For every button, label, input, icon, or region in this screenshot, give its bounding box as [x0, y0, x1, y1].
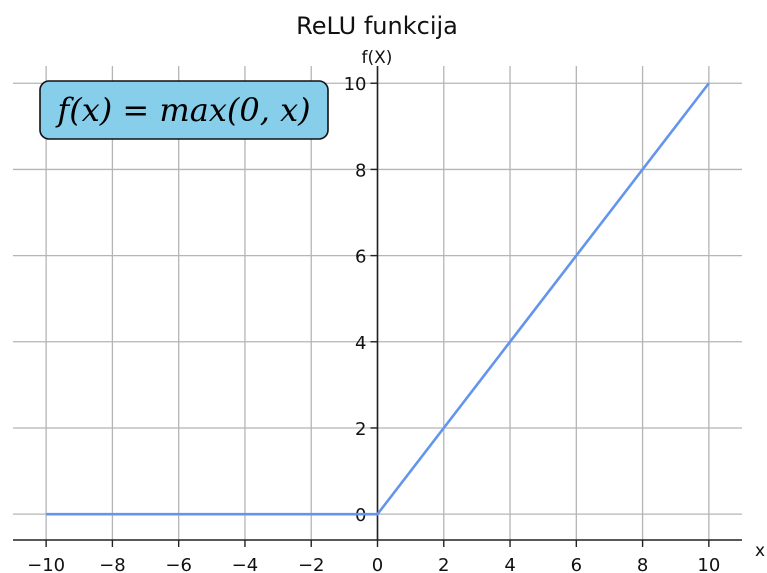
- ticks: −10 −8 −6 −4 −2 0 2 4 6 8 10 0 2 4 6 8 10: [27, 74, 720, 573]
- x-tick-label: −2: [298, 555, 325, 573]
- y-tick-label: 6: [355, 247, 366, 268]
- series: [46, 82, 710, 516]
- x-tick-label: 10: [697, 555, 720, 573]
- y-tick-label: 8: [355, 160, 366, 181]
- x-tick-label: 0: [372, 555, 383, 573]
- x-tick-label: 6: [571, 555, 582, 573]
- formula-annotation: f(x) = max(0, x): [39, 80, 329, 140]
- formula-box: [39, 80, 329, 140]
- x-tick-label: −10: [27, 555, 65, 573]
- x-tick-label: −8: [99, 555, 126, 573]
- y-axis-label: f(X): [362, 48, 393, 68]
- x-tick-label: 2: [438, 555, 449, 573]
- x-axis-label: x: [755, 541, 765, 561]
- formula-text: f(x) = max(0, x): [55, 91, 310, 129]
- y-tick-label: 0: [355, 505, 366, 526]
- y-tick-label: 10: [344, 74, 367, 95]
- y-tick-label: 2: [355, 419, 366, 440]
- x-tick-label: 4: [504, 555, 515, 573]
- relu-series-line: [46, 82, 710, 516]
- chart-title: ReLU funkcija: [296, 12, 458, 40]
- x-tick-label: 8: [637, 555, 648, 573]
- x-tick-label: −6: [165, 555, 192, 573]
- x-tick-label: −4: [232, 555, 259, 573]
- y-tick-label: 4: [355, 333, 366, 354]
